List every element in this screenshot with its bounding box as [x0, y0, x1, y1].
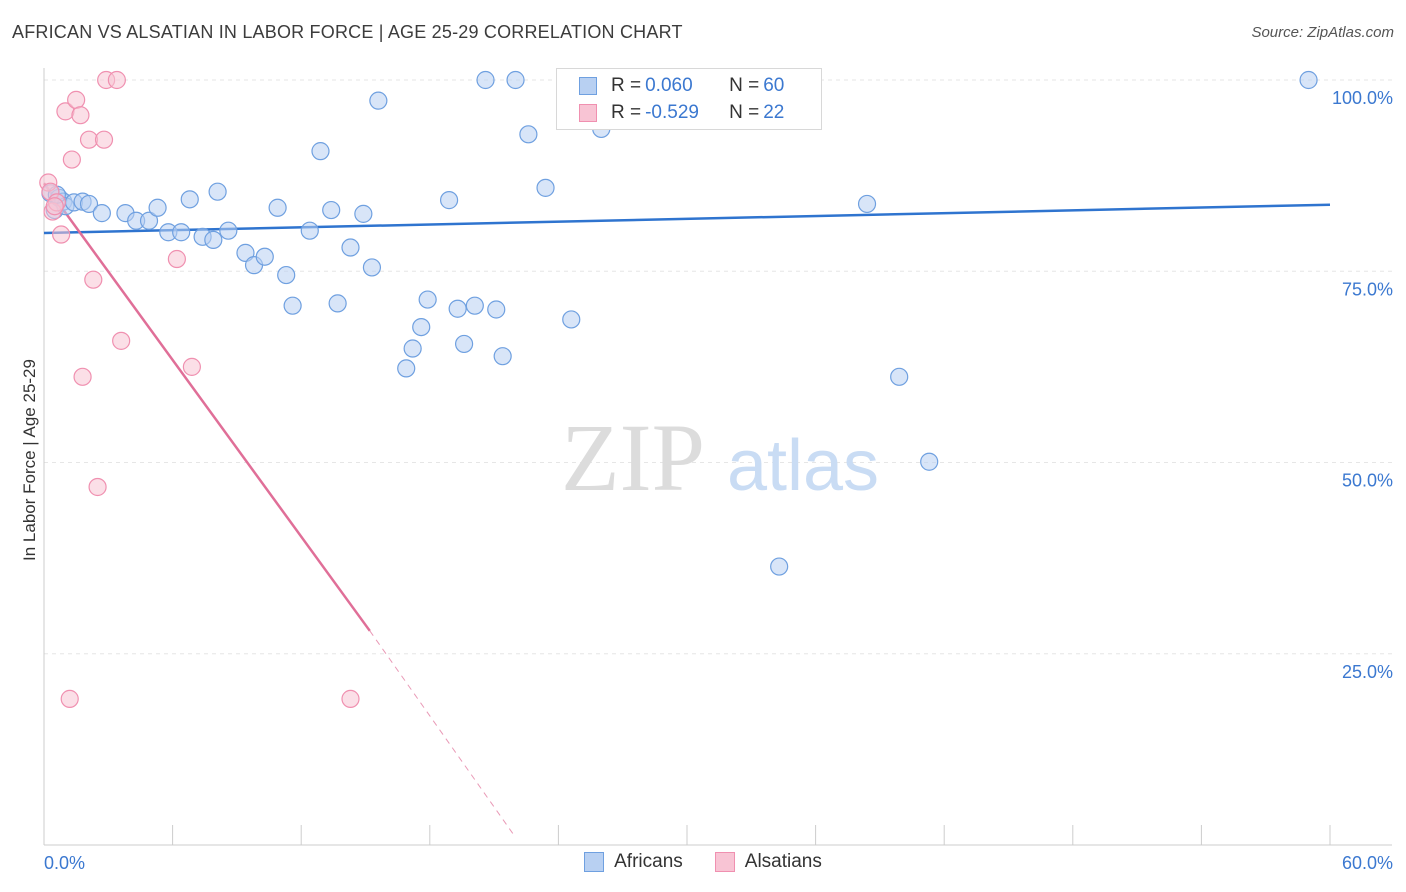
africans-trendline	[43, 203, 1331, 235]
africans-point-26	[300, 221, 319, 240]
y-tick-label-25: 25.0%	[1342, 662, 1393, 682]
africans-point-12	[148, 198, 167, 217]
alsatians-point-9	[73, 367, 92, 386]
source-label: Source: ZipAtlas.com	[1251, 24, 1394, 41]
africans-point-35	[403, 339, 422, 358]
watermark-zip: ZIP	[561, 404, 705, 511]
axes	[43, 68, 1392, 846]
alsatians-point-12	[88, 477, 107, 497]
alsatians-trendline-extension	[369, 630, 516, 838]
alsatians-point-19	[182, 357, 201, 376]
africans-point-38	[439, 191, 459, 210]
africans-point-7	[79, 194, 99, 214]
alsatians-point-4	[52, 225, 71, 244]
africans-point-57	[920, 452, 939, 471]
alsatians-point-14	[94, 130, 114, 149]
africans-point-31	[354, 204, 373, 223]
africans-point-27	[311, 142, 330, 161]
gridlines	[44, 79, 1392, 655]
y-tick-label-100: 100.0%	[1332, 88, 1393, 108]
africans-point-34	[397, 359, 416, 378]
x-tick-label-max: 60.0%	[1342, 853, 1393, 873]
bottom-legend: Africans Alsatians	[0, 851, 1406, 873]
africans-point-58	[1299, 70, 1318, 90]
legend-box: R = 0.060 N = 60 R = -0.529 N = 22	[556, 68, 822, 130]
y-axis-label: In Labor Force | Age 25-29	[20, 359, 39, 561]
africans-point-55	[857, 194, 877, 214]
alsatians-n-label: N =	[729, 102, 760, 123]
africans-point-28	[322, 200, 341, 220]
africans-r-value: 0.060	[645, 75, 693, 96]
africans-r-label: R =	[611, 75, 642, 96]
alsatians-point-8	[71, 106, 90, 125]
africans-point-37	[418, 290, 437, 309]
alsatians-legend-swatch	[714, 852, 735, 872]
y-tick-label-75: 75.0%	[1342, 279, 1393, 299]
alsatians-point-21	[45, 197, 64, 216]
africans-point-18	[208, 182, 227, 201]
africans-point-54	[770, 557, 789, 576]
africans-point-8	[92, 204, 111, 223]
africans-point-17	[204, 230, 223, 249]
africans-n-value: 60	[763, 75, 785, 96]
legend-row-africans: R = 0.060 N = 60	[579, 73, 784, 99]
legend-item-africans[interactable]: Africans	[584, 851, 683, 873]
africans-point-56	[890, 367, 909, 386]
y-tick-label-50: 50.0%	[1342, 471, 1393, 491]
africans-point-24	[277, 265, 296, 285]
africans-point-23	[268, 198, 287, 217]
africans-swatch	[579, 77, 597, 95]
alsatians-r-value: -0.529	[645, 102, 699, 123]
africans-point-46	[519, 125, 538, 144]
watermark: ZIP atlas	[561, 404, 879, 511]
africans-legend-label: Africans	[614, 851, 683, 872]
africans-point-40	[454, 334, 474, 354]
alsatians-trendline	[42, 182, 371, 632]
alsatians-point-13	[60, 689, 79, 708]
africans-point-41	[465, 296, 484, 315]
legend-row-alsatians: R = -0.529 N = 22	[579, 100, 784, 126]
africans-point-15	[180, 190, 199, 209]
trendlines	[42, 182, 1331, 838]
alsatians-point-18	[167, 249, 186, 269]
x-tick-label-min: 0.0%	[44, 853, 85, 873]
africans-point-33	[369, 91, 388, 110]
africans-point-48	[562, 310, 581, 329]
africans-point-19	[219, 221, 238, 240]
alsatians-r-label: R =	[611, 102, 642, 123]
africans-point-45	[506, 70, 525, 90]
africans-point-47	[536, 178, 555, 197]
tick-labels: 25.0% 50.0% 75.0% 100.0% 0.0% 60.0%	[44, 88, 1393, 873]
africans-point-29	[328, 294, 347, 313]
alsatians-point-17	[112, 331, 131, 350]
africans-point-39	[448, 299, 467, 318]
africans-point-43	[487, 300, 506, 319]
alsatians-n-value: 22	[763, 102, 785, 123]
alsatians-legend-label: Alsatians	[744, 851, 822, 872]
africans-n-label: N =	[729, 75, 760, 96]
legend-item-alsatians[interactable]: Alsatians	[714, 851, 822, 873]
chart-title: AFRICAN VS ALSATIAN IN LABOR FORCE | AGE…	[12, 22, 683, 42]
africans-point-14	[172, 223, 191, 242]
africans-point-42	[476, 70, 495, 90]
alsatians-point-20	[341, 689, 360, 708]
alsatians-point-7	[67, 90, 86, 109]
africans-legend-swatch	[584, 852, 605, 872]
alsatians-swatch	[579, 104, 597, 122]
alsatians-point-11	[84, 270, 103, 289]
alsatians-point-16	[107, 70, 126, 90]
africans-point-11	[139, 211, 159, 230]
watermark-atlas: atlas	[727, 426, 879, 506]
africans-point-30	[341, 238, 360, 257]
africans-point-44	[493, 347, 512, 366]
alsatians-point-6	[62, 150, 81, 169]
africans-point-25	[283, 296, 302, 315]
africans-point-36	[412, 317, 431, 337]
data-points	[39, 70, 1318, 708]
africans-point-32	[362, 258, 382, 277]
africans-point-22	[255, 247, 274, 266]
